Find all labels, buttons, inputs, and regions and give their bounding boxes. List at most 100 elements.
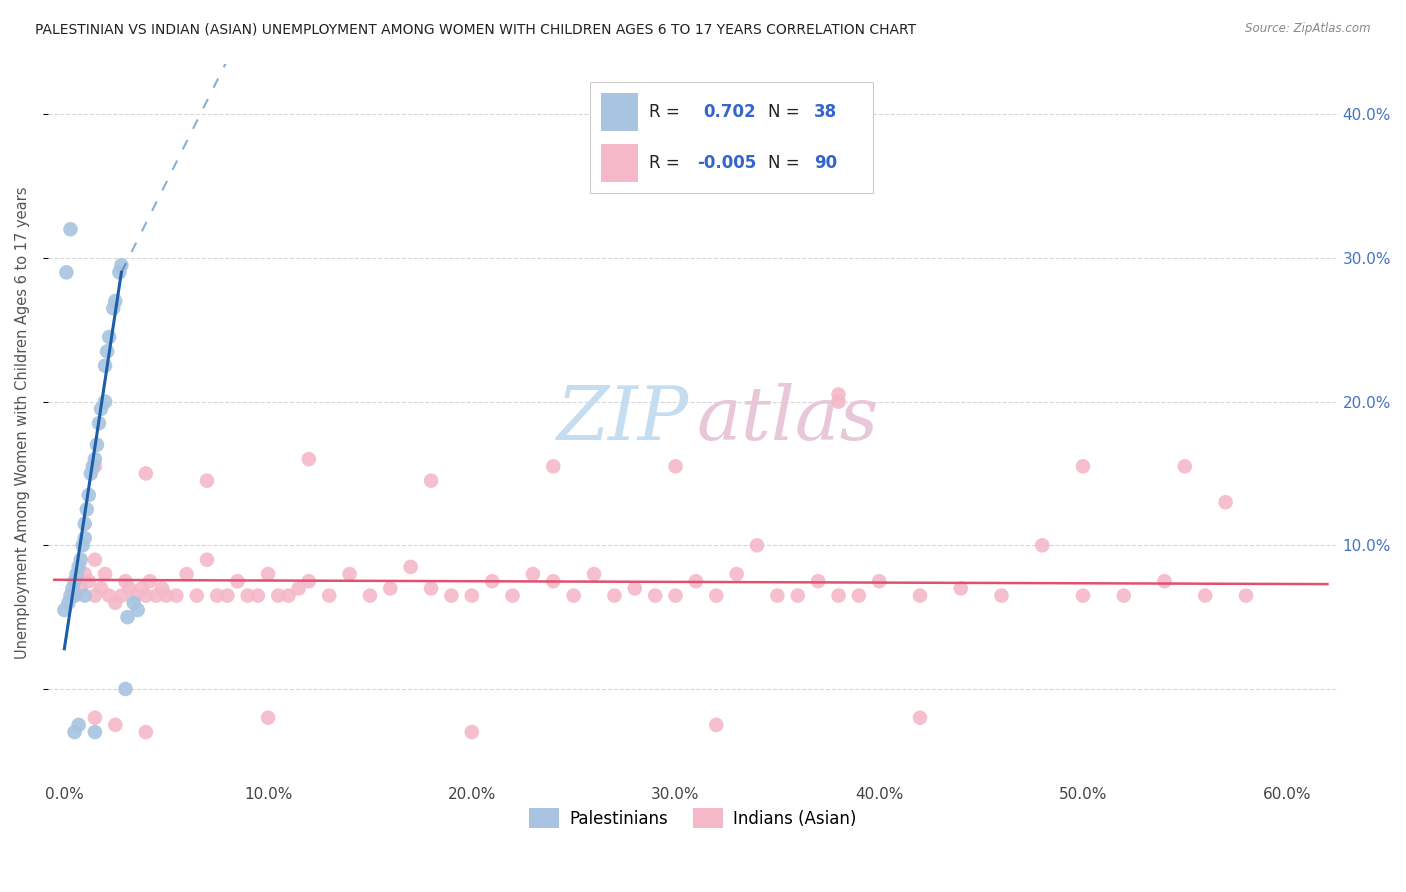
Point: [205, 589, 228, 603]
Point: [98, 330, 121, 344]
Point: [114, 681, 136, 696]
Point: [96, 344, 118, 359]
Point: [84, 711, 107, 725]
Point: [67, 718, 90, 732]
Point: [176, 567, 198, 582]
Point: [94, 567, 117, 582]
Point: [807, 574, 830, 589]
Text: PALESTINIAN VS INDIAN (ASIAN) UNEMPLOYMENT AMONG WOMEN WITH CHILDREN AGES 6 TO 1: PALESTINIAN VS INDIAN (ASIAN) UNEMPLOYME…: [35, 22, 917, 37]
Point: [399, 559, 422, 574]
Point: [277, 589, 299, 603]
Point: [603, 589, 626, 603]
Point: [1031, 538, 1053, 552]
Point: [848, 589, 870, 603]
Point: [1112, 589, 1135, 603]
Point: [1174, 459, 1197, 474]
Point: [84, 452, 107, 467]
Point: [63, 589, 86, 603]
Point: [461, 725, 484, 739]
Point: [1215, 495, 1237, 509]
Point: [84, 552, 107, 566]
Point: [150, 582, 173, 596]
Point: [246, 589, 269, 603]
Point: [257, 711, 280, 725]
Point: [90, 582, 112, 596]
Text: atlas: atlas: [697, 384, 879, 456]
Point: [69, 582, 91, 596]
Point: [949, 582, 972, 596]
Point: [868, 574, 890, 589]
Point: [69, 552, 91, 566]
Point: [98, 589, 121, 603]
Point: [118, 582, 141, 596]
Point: [59, 589, 82, 603]
Point: [135, 589, 157, 603]
Point: [562, 589, 585, 603]
Point: [77, 488, 100, 502]
Point: [704, 718, 727, 732]
Point: [827, 394, 849, 409]
Point: [543, 459, 565, 474]
Point: [76, 502, 98, 516]
Point: [257, 567, 280, 582]
Point: [1194, 589, 1216, 603]
Point: [90, 401, 112, 416]
Point: [110, 589, 132, 603]
Point: [298, 452, 321, 467]
Point: [461, 589, 484, 603]
Point: [110, 258, 132, 272]
Point: [1071, 589, 1094, 603]
Point: [58, 596, 80, 610]
Point: [122, 596, 145, 610]
Point: [339, 567, 361, 582]
Point: [1234, 589, 1257, 603]
Point: [139, 574, 162, 589]
Point: [117, 610, 139, 624]
Point: [62, 582, 84, 596]
Point: [104, 718, 127, 732]
Point: [108, 265, 131, 279]
Y-axis label: Unemployment Among Women with Children Ages 6 to 17 years: Unemployment Among Women with Children A…: [15, 187, 30, 659]
Point: [63, 574, 86, 589]
Point: [63, 589, 86, 603]
Point: [59, 222, 82, 236]
Point: [359, 589, 381, 603]
Point: [287, 582, 309, 596]
Point: [94, 394, 117, 409]
Point: [1071, 459, 1094, 474]
Point: [420, 474, 443, 488]
Point: [77, 574, 100, 589]
Point: [73, 516, 96, 531]
Point: [298, 574, 321, 589]
Point: [1153, 574, 1175, 589]
Point: [685, 574, 707, 589]
Point: [103, 301, 125, 316]
Point: [94, 359, 117, 373]
Point: [990, 589, 1012, 603]
Point: [745, 538, 768, 552]
Point: [644, 589, 666, 603]
Point: [73, 531, 96, 545]
Text: Source: ZipAtlas.com: Source: ZipAtlas.com: [1246, 22, 1371, 36]
Point: [236, 589, 259, 603]
Point: [87, 416, 110, 430]
Point: [104, 596, 127, 610]
Point: [186, 589, 208, 603]
Point: [502, 589, 524, 603]
Point: [124, 589, 146, 603]
Point: [543, 574, 565, 589]
Point: [908, 711, 931, 725]
Text: ZIP: ZIP: [557, 384, 689, 456]
Point: [84, 459, 107, 474]
Point: [226, 574, 249, 589]
Point: [664, 589, 686, 603]
Point: [131, 582, 153, 596]
Point: [135, 467, 157, 481]
Point: [155, 589, 177, 603]
Point: [104, 294, 127, 309]
Point: [481, 574, 503, 589]
Point: [908, 589, 931, 603]
Point: [135, 725, 157, 739]
Point: [53, 603, 76, 617]
Point: [195, 552, 218, 566]
